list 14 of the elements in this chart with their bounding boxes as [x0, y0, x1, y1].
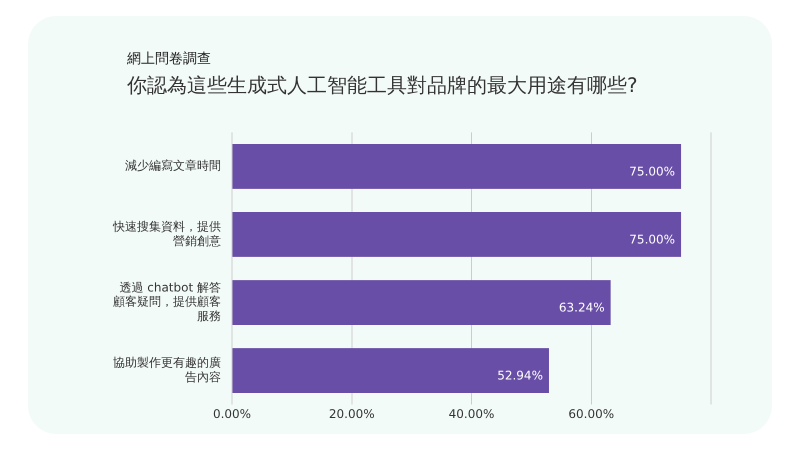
chart-subtitle: 網上問卷調查 — [127, 50, 211, 68]
chart-title: 你認為這些生成式人工智能工具對品牌的最大用途有哪些? — [127, 72, 638, 99]
x-tick-label: 20.00% — [328, 406, 375, 421]
data-label: 52.94% — [497, 368, 543, 383]
y-tick-label: 減少編寫文章時間 — [125, 158, 221, 173]
x-tick-label: 40.00% — [448, 406, 494, 421]
y-tick-label: 協助製作更有趣的廣告內容 — [113, 356, 221, 384]
data-label: 75.00% — [629, 232, 676, 247]
x-tick-label: 60.00% — [568, 406, 614, 421]
data-label: 75.00% — [629, 164, 676, 179]
y-tick-label: 透過 chatbot 解答顧客疑問，提供顧客服務 — [113, 280, 221, 324]
y-tick-label: 快速搜集資料，提供營銷創意 — [112, 219, 221, 248]
data-label: 63.24% — [558, 300, 605, 315]
x-tick-label: 0.00% — [212, 406, 252, 421]
